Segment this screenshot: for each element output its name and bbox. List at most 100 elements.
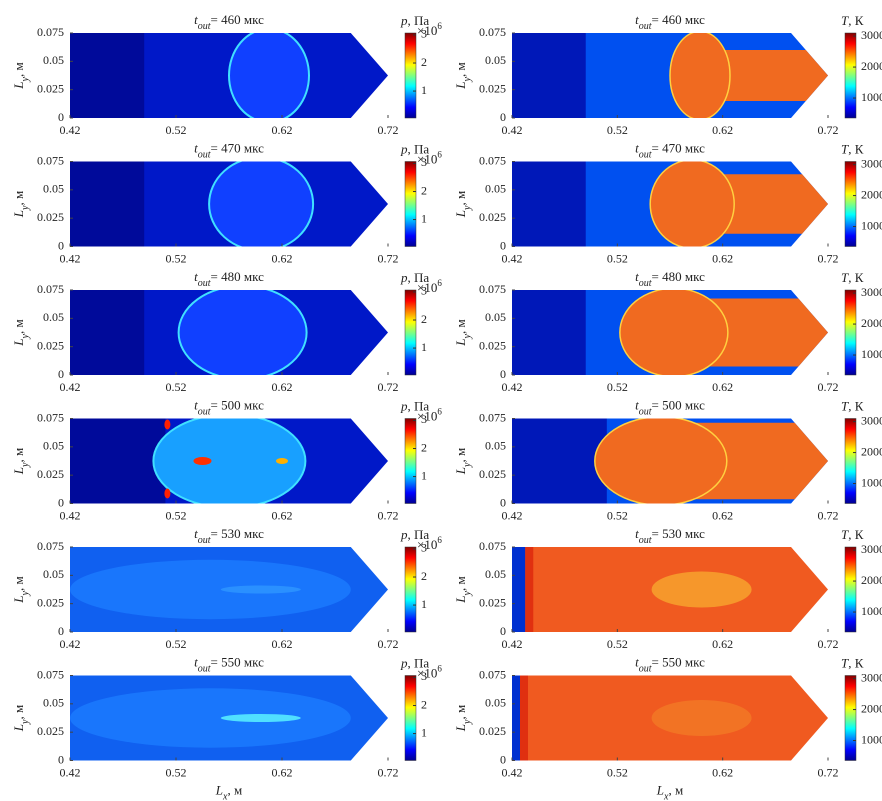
label-text: = 530 мкс xyxy=(211,526,265,541)
colorbar-tick-label: 1 xyxy=(421,468,427,482)
panel-title: tout= 550 мкс xyxy=(635,654,705,674)
region xyxy=(512,676,520,761)
label-text: , м xyxy=(227,782,242,797)
y-tick-label: 0.025 xyxy=(37,724,64,738)
region xyxy=(70,290,144,375)
region xyxy=(209,157,313,251)
y-tick-label: 0.05 xyxy=(43,567,64,581)
y-tick-label: 0 xyxy=(500,238,506,252)
hot-spot xyxy=(164,489,170,499)
colorbar-tick-label: 1000 xyxy=(861,475,882,489)
region xyxy=(652,700,752,736)
colorbar-tick-label: 1000 xyxy=(861,732,882,746)
y-tick-label: 0.025 xyxy=(479,595,506,609)
region xyxy=(595,417,727,505)
subscript: out xyxy=(639,278,652,289)
region xyxy=(650,160,734,248)
y-tick-label: 0 xyxy=(58,495,64,509)
exponent-power: 6 xyxy=(437,150,442,160)
x-tick-label: 0.62 xyxy=(272,765,293,779)
symbol: L xyxy=(11,595,26,603)
y-tick-label: 0.05 xyxy=(43,53,64,67)
exponent-power: 6 xyxy=(437,535,442,545)
exponent-power: 6 xyxy=(437,278,442,288)
y-tick-label: 0 xyxy=(500,367,506,381)
y-axis-label: Ly, м xyxy=(11,448,31,475)
colorbar-tick-label: 3000 xyxy=(861,413,882,427)
field xyxy=(512,31,848,119)
colorbar-tick-label: 3000 xyxy=(861,28,882,42)
field xyxy=(70,414,388,508)
panel-title: tout= 500 мкс xyxy=(635,397,705,417)
symbol: L xyxy=(215,782,223,797)
symbol: L xyxy=(11,338,26,346)
subscript: out xyxy=(198,406,211,417)
colorbar-label: T, К xyxy=(841,398,864,413)
label-text: , К xyxy=(848,13,864,28)
x-tick-label: 0.62 xyxy=(712,508,733,522)
x-tick-label: 0.72 xyxy=(818,251,839,265)
colorbar xyxy=(845,419,856,504)
x-tick-label: 0.62 xyxy=(272,508,293,522)
colorbar-tick-label: 2000 xyxy=(861,444,882,458)
symbol: L xyxy=(453,595,468,603)
colorbar xyxy=(405,676,416,761)
x-tick-label: 0.72 xyxy=(378,123,399,137)
x-tick-label: 0.52 xyxy=(607,380,628,394)
label-text: , м xyxy=(668,782,683,797)
y-axis-label: Ly, м xyxy=(11,705,31,732)
y-tick-label: 0.075 xyxy=(479,539,506,553)
colorbar-tick-label: 2 xyxy=(421,55,427,69)
y-tick-label: 0.025 xyxy=(479,81,506,95)
colorbar-tick-label: 3000 xyxy=(861,285,882,299)
label-text: , м xyxy=(11,705,26,720)
colorbar-exponent: ×106 xyxy=(417,150,442,167)
label-text: , м xyxy=(453,705,468,720)
y-tick-label: 0.025 xyxy=(479,210,506,224)
colorbar xyxy=(405,547,416,632)
x-tick-label: 0.52 xyxy=(166,380,187,394)
region xyxy=(520,676,528,761)
region xyxy=(70,688,351,748)
y-tick-label: 0.075 xyxy=(37,410,64,424)
subscript: out xyxy=(198,535,211,546)
label-text: = 550 мкс xyxy=(652,654,706,669)
x-tick-label: 0.52 xyxy=(166,251,187,265)
colorbar-tick-label: 2 xyxy=(421,569,427,583)
symbol: L xyxy=(453,724,468,732)
y-axis-label: Ly, м xyxy=(453,448,473,475)
x-tick-label: 0.62 xyxy=(712,765,733,779)
colorbar-tick-label: 2000 xyxy=(861,573,882,587)
symbol: L xyxy=(11,81,26,89)
y-tick-label: 0 xyxy=(58,752,64,766)
region xyxy=(229,29,309,123)
y-tick-label: 0.075 xyxy=(37,667,64,681)
x-tick-label: 0.42 xyxy=(60,765,81,779)
symbol: L xyxy=(453,467,468,475)
panel-title: tout= 550 мкс xyxy=(194,654,264,674)
y-axis-label: Ly, м xyxy=(453,705,473,732)
colorbar xyxy=(405,290,416,375)
panel-title: tout= 470 мкс xyxy=(194,140,264,160)
subscript: out xyxy=(639,535,652,546)
region xyxy=(70,560,351,620)
label-text: , м xyxy=(11,576,26,591)
panel-title: tout= 530 мкс xyxy=(635,526,705,546)
y-tick-label: 0.075 xyxy=(479,410,506,424)
region xyxy=(70,419,165,504)
x-tick-label: 0.52 xyxy=(607,508,628,522)
label-text: , м xyxy=(11,62,26,77)
label-text: = 470 мкс xyxy=(211,140,265,155)
y-axis-label: Ly, м xyxy=(11,576,31,603)
field xyxy=(512,547,828,632)
x-tick-label: 0.42 xyxy=(502,251,523,265)
y-tick-label: 0.05 xyxy=(485,696,506,710)
colorbar-tick-label: 1 xyxy=(421,83,427,97)
colorbar-tick-label: 2000 xyxy=(861,187,882,201)
panel-title: tout= 480 мкс xyxy=(194,269,264,289)
x-tick-label: 0.62 xyxy=(712,637,733,651)
colorbar-tick-label: 2 xyxy=(421,697,427,711)
y-axis-label: Ly, м xyxy=(11,62,31,89)
y-tick-label: 0.075 xyxy=(479,282,506,296)
region xyxy=(525,547,533,632)
